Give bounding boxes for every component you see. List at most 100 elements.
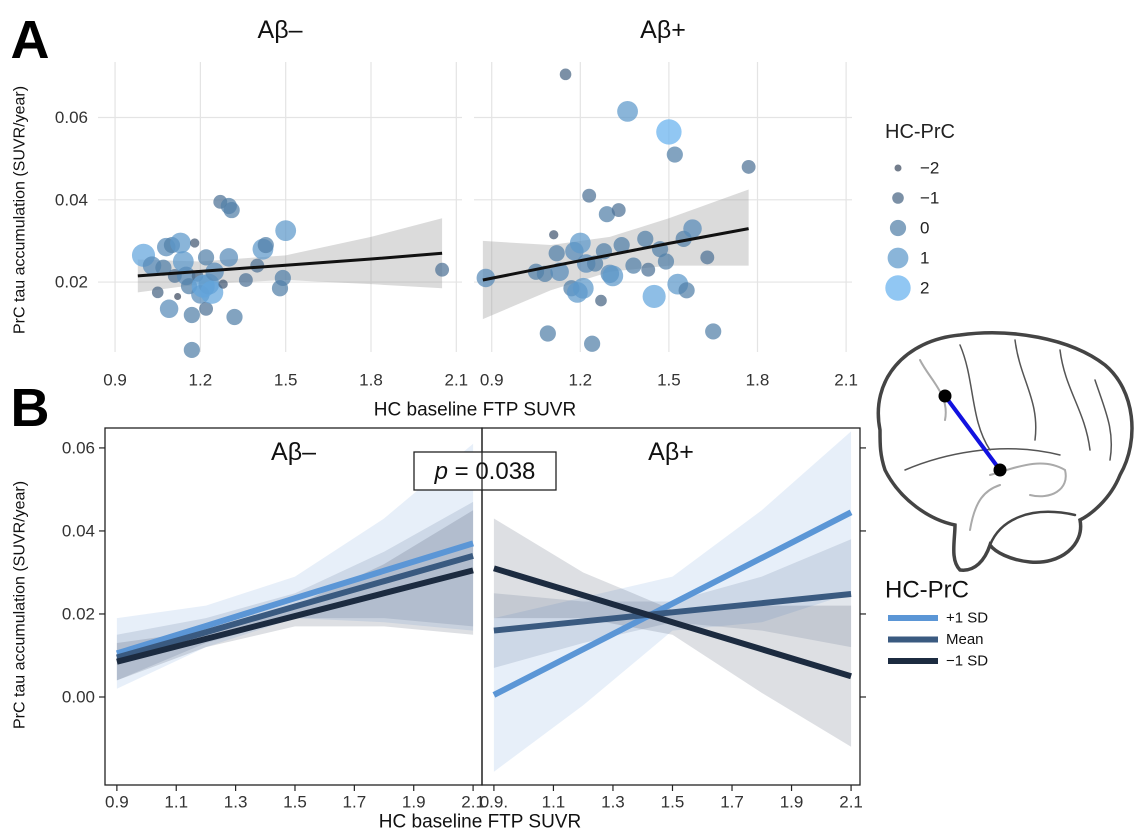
legend-label: Mean [946,631,984,648]
x-tick-label: 1.9 [402,793,426,812]
point [435,262,450,277]
legend-symbol [885,275,911,301]
point [683,219,702,238]
legend-label: 2 [920,279,929,298]
confidence-band [493,518,852,747]
point [625,257,642,274]
legend-label: 0 [920,219,929,238]
point [539,325,556,342]
point [741,159,756,174]
y-tick-label: 0.04 [62,521,95,540]
point [174,292,182,300]
point [275,220,297,242]
x-tick-label: 1.7 [343,793,367,812]
point [199,301,214,316]
legend-symbol [894,164,902,172]
x-axis-title: HC baseline FTP SUVR [379,812,581,833]
brain-diagram [876,331,1134,572]
point [183,341,200,359]
point [155,259,172,276]
x-tick-label: 0.9. [480,793,508,812]
legend-symbol [892,192,904,204]
point [705,323,722,340]
point [559,68,572,81]
x-tick-label: 1.5 [657,371,681,390]
point [611,203,626,218]
point [218,279,228,289]
legend-label: 1 [920,249,929,268]
x-tick-label: 0.9 [480,371,504,390]
x-axis-title: HC baseline FTP SUVR [374,400,576,421]
y-tick-label: 0.06 [55,108,88,127]
legend-label: −2 [920,159,939,178]
x-tick-label: 0.9 [105,793,129,812]
panel-label: A [11,10,50,70]
point [170,232,191,254]
legend-symbol [887,247,909,269]
point [274,269,291,287]
series-line [493,591,852,634]
annotation-italic: p [434,458,448,485]
x-tick-label: 1.2 [568,371,592,390]
point [550,262,569,282]
x-tick-label: 1.5 [274,371,298,390]
point [656,119,682,145]
legend-label: +1 SD [946,610,988,627]
x-tick-label: 1.2 [189,371,213,390]
y-tick-label: 0.02 [55,273,88,292]
y-tick-label: 0.02 [62,604,95,623]
series-line [493,565,852,680]
point [569,232,591,254]
point [584,335,601,352]
x-tick-label: 2.1 [461,793,485,812]
x-tick-label: 2.1 [444,371,468,390]
point [572,277,594,299]
x-tick-label: 1.5 [283,793,307,812]
x-tick-label: 1.5 [661,793,685,812]
facet-title: Aβ+ [640,16,686,44]
annotation-box [413,451,557,491]
facet-title: Aβ– [258,16,303,44]
legend-label: −1 [920,189,939,208]
point [598,206,615,223]
x-tick-label: 1.1 [542,793,566,812]
facet-title: Aβ+ [648,438,694,466]
point [641,262,656,277]
point [200,280,224,304]
panel-label: B [11,378,50,438]
point [700,250,715,265]
point [617,100,638,122]
legend-title: HC-PrC [885,121,955,143]
point [226,308,243,326]
point [159,299,179,319]
confidence-band [116,501,474,681]
fit-line [482,227,749,282]
point [250,258,265,273]
point [183,306,200,324]
point [219,248,239,267]
x-tick-label: 0.9 [103,371,127,390]
point [151,286,164,299]
x-tick-label: 2.1 [839,793,863,812]
point [238,273,253,287]
point [678,282,695,299]
point [190,238,200,248]
point [582,188,597,203]
x-tick-label: 1.3 [601,793,625,812]
x-tick-label: 1.1 [164,793,188,812]
legend-title: HC-PrC [885,577,969,604]
point [602,265,624,287]
point [172,251,194,272]
series-line [116,567,474,665]
point [549,230,559,240]
x-tick-label: 1.8 [359,371,383,390]
point [595,294,607,307]
y-axis-title: PrC tau accumulation (SUVR/year) [12,86,29,334]
x-tick-label: 1.7 [720,793,744,812]
point [197,249,215,266]
point [223,201,240,219]
y-axis-title: PrC tau accumulation (SUVR/year) [12,481,29,729]
series-line [492,509,853,698]
